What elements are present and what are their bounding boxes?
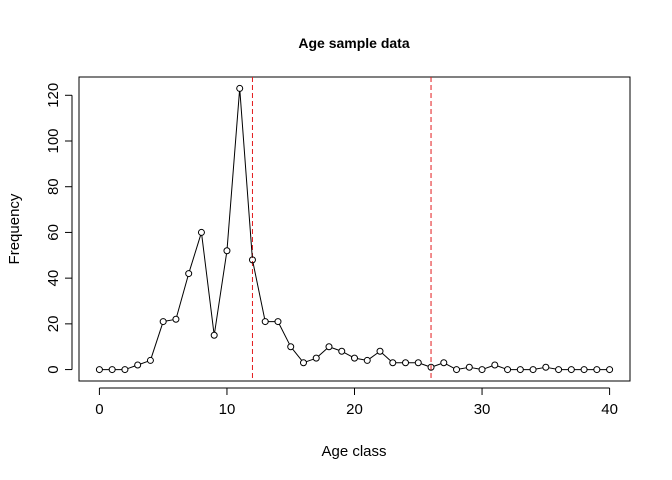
data-point	[555, 366, 563, 374]
data-point	[542, 363, 550, 371]
data-point	[516, 366, 524, 374]
data-point	[197, 228, 205, 236]
x-tick-label: 30	[474, 401, 491, 418]
x-tick-label: 0	[95, 401, 103, 418]
data-point	[299, 359, 307, 367]
y-tick-label: 20	[45, 316, 62, 333]
data-point	[223, 247, 231, 255]
data-point	[453, 366, 461, 374]
data-point	[338, 347, 346, 355]
data-point	[491, 361, 499, 369]
data-point	[363, 356, 371, 364]
y-tick-label: 0	[45, 365, 62, 373]
data-point	[312, 354, 320, 362]
y-tick-label: 100	[45, 128, 62, 153]
data-point	[261, 318, 269, 326]
y-tick-label: 40	[45, 270, 62, 287]
data-point	[593, 366, 601, 374]
data-point	[465, 363, 473, 371]
data-point	[121, 366, 129, 374]
data-point	[389, 359, 397, 367]
data-point	[414, 359, 422, 367]
data-point	[427, 363, 435, 371]
data-point	[185, 270, 193, 278]
y-axis-label: Frequency	[6, 193, 23, 264]
reference-lines	[251, 77, 432, 381]
data-point	[376, 347, 384, 355]
y-axis: 0 20 40 60 80 100 120	[45, 83, 73, 374]
data-point	[172, 315, 180, 323]
series-group	[95, 84, 614, 374]
data-point	[580, 366, 588, 374]
data-point	[248, 256, 256, 264]
data-point	[146, 356, 154, 364]
data-point	[274, 318, 282, 326]
series-line	[102, 91, 607, 371]
data-point	[159, 318, 167, 326]
data-point	[108, 366, 116, 374]
x-tick-label: 10	[219, 401, 236, 418]
data-point	[287, 343, 295, 351]
data-point	[402, 359, 410, 367]
x-tick-label: 40	[601, 401, 618, 418]
chart-title: Age sample data	[298, 35, 409, 51]
x-tick-label: 20	[346, 401, 363, 418]
data-point	[440, 359, 448, 367]
data-point	[236, 84, 244, 92]
y-tick-label: 120	[45, 83, 62, 108]
data-point	[478, 366, 486, 374]
data-point	[567, 366, 575, 374]
y-tick-label: 60	[45, 224, 62, 241]
data-point	[606, 366, 614, 374]
data-point	[351, 354, 358, 362]
plot-frame	[78, 76, 631, 382]
data-point	[210, 331, 218, 339]
y-tick-label: 80	[45, 178, 62, 195]
data-point	[95, 366, 103, 374]
data-point	[134, 361, 142, 369]
x-axis: 0 10 20 30 40	[95, 387, 618, 418]
data-point	[529, 366, 537, 374]
data-point	[504, 366, 512, 374]
x-axis-label: Age class	[321, 443, 386, 460]
data-point	[325, 343, 333, 351]
